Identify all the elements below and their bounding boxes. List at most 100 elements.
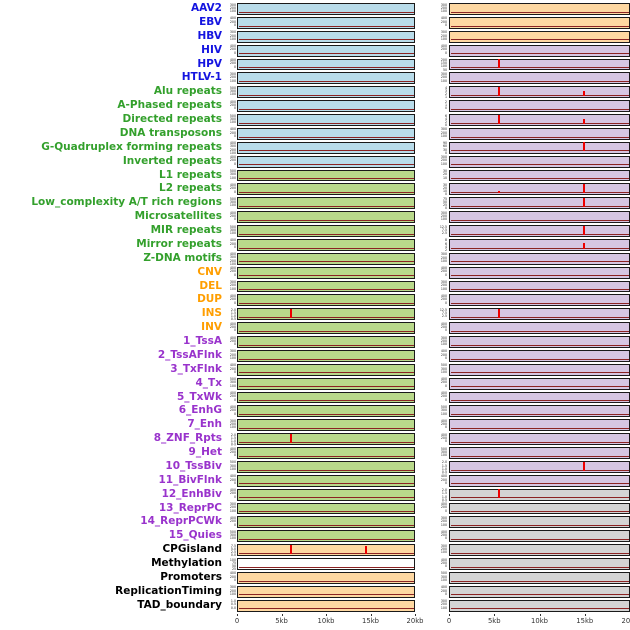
y-tick-label: 0 (444, 50, 447, 55)
y-tick-label: 400 (440, 418, 447, 423)
left-track-panel (237, 266, 415, 279)
y-axis-ticks-right: 400 200 0 (415, 418, 449, 432)
y-axis-ticks-left: 400 200 0 (225, 474, 237, 488)
y-tick-label: 0.5 (230, 317, 236, 322)
y-tick-label: 300 (229, 280, 236, 284)
track-row: Directed repeats 500 300 100 6 4 2 0 (0, 113, 630, 127)
signal-spike (498, 59, 501, 69)
y-tick-label: 200 (229, 588, 236, 593)
y-tick-label: 200 (440, 297, 447, 302)
y-tick-label: 300 (229, 502, 236, 506)
x-tick-label: 0 (234, 617, 240, 625)
y-axis-ticks-left: 400 200 0 (225, 363, 237, 377)
track-rows: AAV2 300 200 100 300 200 100 EBV 400 200 0 400 200 0 H… (0, 2, 630, 613)
feature-label: TAD_boundary (137, 598, 222, 611)
right-track-panel (449, 100, 630, 112)
feature-label: 9_Het (188, 446, 222, 458)
y-tick-label: 100 (440, 411, 447, 416)
left-track-panel (237, 377, 415, 390)
y-axis-ticks-right: 300 200 100 (415, 155, 449, 169)
signal-baseline (238, 303, 414, 305)
y-tick-label: 0.5 (230, 602, 236, 607)
y-tick-label: 1.5 (230, 310, 236, 315)
y-axis-ticks-left: 2.01.51.00.50.0 (225, 432, 237, 446)
y-axis-ticks-right: 500 300 100 (415, 571, 449, 585)
y-tick-label: 300 (440, 71, 447, 76)
y-tick-label: 2 (444, 99, 447, 104)
x-tick-mark (237, 613, 238, 616)
y-axis-ticks-right: 400 200 0 (415, 293, 449, 307)
signal-baseline (450, 192, 629, 194)
signal-baseline (450, 414, 629, 416)
signal-baseline (238, 594, 414, 596)
y-tick-label: 0 (444, 272, 447, 277)
y-axis-ticks-left: 400 200 0 (225, 58, 237, 72)
track-row: HTLV-1 300 200 100 300 200 100 (0, 71, 630, 85)
left-track-panel (237, 308, 415, 321)
feature-label: HPV (197, 57, 222, 70)
y-tick-label: 2.5 (230, 550, 236, 555)
feature-label: Microsatellites (134, 210, 222, 223)
y-axis-ticks-left: 500 300 100 (225, 377, 237, 391)
y-tick-label: 200 (440, 19, 447, 24)
left-track-panel (237, 16, 415, 29)
y-tick-label: 200 (440, 477, 447, 482)
y-tick-label: 500 (440, 571, 447, 576)
signal-baseline (450, 164, 629, 166)
right-track-panel (449, 419, 630, 432)
y-axis-ticks-left: 300 200 100 (225, 349, 237, 363)
track-row: L2 repeats 400 200 0 30 20 10 0 (0, 182, 630, 196)
y-tick-label: 300 (229, 200, 236, 205)
y-tick-label: 200 (440, 5, 447, 10)
y-tick-label: 300 (229, 172, 236, 177)
signal-baseline (238, 372, 414, 374)
y-axis-ticks-left: 400 200 0 (225, 515, 237, 529)
track-row: HIV 400 200 0 400 200 0 (0, 44, 630, 58)
x-tick-mark (584, 613, 586, 616)
left-track-panel (237, 114, 415, 126)
y-tick-label: 300 (440, 252, 447, 257)
right-track-panel (449, 405, 630, 418)
right-track-panel (449, 114, 630, 126)
y-tick-label: 100 (440, 522, 447, 527)
y-axis-ticks-right: 400 200 0 (415, 557, 449, 571)
signal-spike (498, 191, 501, 194)
y-tick-label: 100 (440, 78, 447, 83)
signal-baseline (450, 233, 629, 235)
signal-baseline (450, 330, 629, 332)
track-row: Methylation 100 75 50 25 400 200 0 (0, 557, 630, 571)
signal-baseline (450, 289, 629, 291)
signal-baseline (238, 108, 414, 110)
y-tick-label: 0 (233, 578, 236, 583)
left-track-panel (237, 585, 415, 598)
signal-baseline (450, 67, 629, 69)
y-tick-label: 400 (440, 293, 447, 298)
y-tick-label: 400 (229, 363, 236, 368)
signal-baseline (450, 386, 629, 388)
signal-baseline (238, 81, 414, 83)
y-tick-label: 1.5 (441, 463, 447, 468)
y-tick-label: 300 (229, 144, 236, 149)
feature-label: 7_Enh (187, 418, 222, 431)
track-row: 2_TssAFlnk 300 200 100 400 200 0 (0, 349, 630, 363)
y-tick-label: 0 (444, 192, 447, 197)
y-axis-ticks-right: 2.01.51.00.50.0 (415, 488, 449, 501)
left-track-panel (237, 460, 415, 473)
feature-label: 11_BivFlnk (158, 473, 222, 486)
y-tick-label: 0 (233, 134, 236, 139)
track-row: Mirror repeats 400 200 0 8 6 4 2 (0, 238, 630, 252)
y-axis-ticks-left: 400 200 0 (225, 446, 237, 460)
y-tick-label: 0 (233, 161, 236, 166)
y-axis-ticks-left: 500 300 100 (225, 196, 237, 210)
y-tick-label: 90 (442, 141, 447, 146)
y-tick-label: 200 (440, 546, 447, 551)
signal-baseline (450, 552, 629, 554)
right-track-panel (449, 127, 630, 140)
y-tick-label: 25 (442, 203, 447, 208)
y-tick-label: 300 (229, 227, 236, 232)
signal-baseline (238, 469, 414, 471)
y-tick-label: 400 (229, 44, 236, 49)
y-tick-label: 12.5 (439, 224, 447, 229)
y-tick-label: 20 (442, 172, 447, 177)
y-tick-label: 5.0 (230, 546, 236, 551)
